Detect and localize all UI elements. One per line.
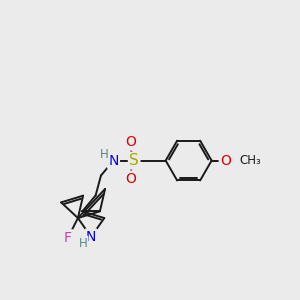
Text: N: N	[86, 230, 96, 244]
Text: N: N	[108, 154, 119, 168]
Text: H: H	[100, 148, 109, 161]
Text: O: O	[220, 154, 231, 168]
Text: O: O	[125, 135, 136, 149]
Text: H: H	[79, 237, 87, 250]
Text: S: S	[129, 153, 139, 168]
Text: O: O	[125, 172, 136, 186]
Text: F: F	[64, 230, 72, 244]
Text: CH₃: CH₃	[239, 154, 261, 167]
